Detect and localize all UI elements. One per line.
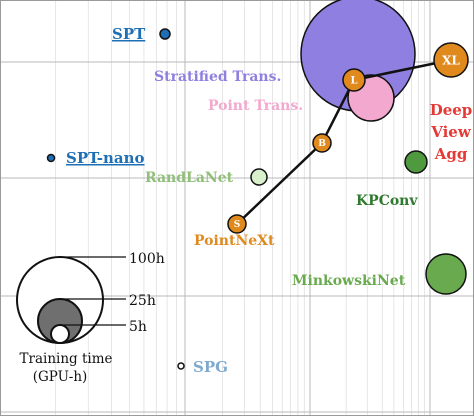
legend-label-100h: 100h <box>129 251 165 267</box>
pointnext-variant-label: B <box>318 139 326 149</box>
label-deep-view-agg-line: Agg <box>434 145 468 163</box>
pointnext-variant-label: S <box>234 220 241 230</box>
label-minkowskinet: MinkowskiNet <box>292 273 406 289</box>
point-randlanet <box>250 168 268 186</box>
label-randlanet: RandLaNet <box>145 170 234 186</box>
label-deep-view-agg-line: View <box>430 123 472 141</box>
legend-title-line1: Training time <box>20 351 113 367</box>
label-stratified-trans: Stratified Trans. <box>154 69 281 85</box>
label-spt: SPT <box>112 25 146 43</box>
point-minkowskinet <box>425 253 467 295</box>
point-pointnext-s <box>227 214 247 234</box>
legend-label-25h: 25h <box>129 293 156 309</box>
point-pointnext-b <box>312 133 332 153</box>
point-spg <box>177 362 185 370</box>
point-kpconv <box>404 150 428 174</box>
label-point-trans: Point Trans. <box>208 98 303 114</box>
point-pointnext-l <box>342 68 366 92</box>
point-pointnext-xl <box>433 42 469 78</box>
pointnext-trend-line <box>236 58 452 225</box>
pointnext-variant-label: XL <box>442 53 460 67</box>
legend-circle-5h <box>50 324 70 344</box>
point-spt-nano <box>46 153 56 163</box>
label-spg: SPG <box>193 358 228 376</box>
label-pointnext: PointNeXt <box>194 233 275 249</box>
point-spt <box>159 28 171 40</box>
label-kpconv: KPConv <box>356 193 418 209</box>
legend-title-line2: (GPU-h) <box>33 369 88 385</box>
label-spt-nano: SPT-nano <box>66 149 145 167</box>
legend-label-5h: 5h <box>129 319 147 335</box>
pointnext-variant-label: L <box>350 76 357 87</box>
label-deep-view-agg-line: Deep <box>430 101 473 119</box>
